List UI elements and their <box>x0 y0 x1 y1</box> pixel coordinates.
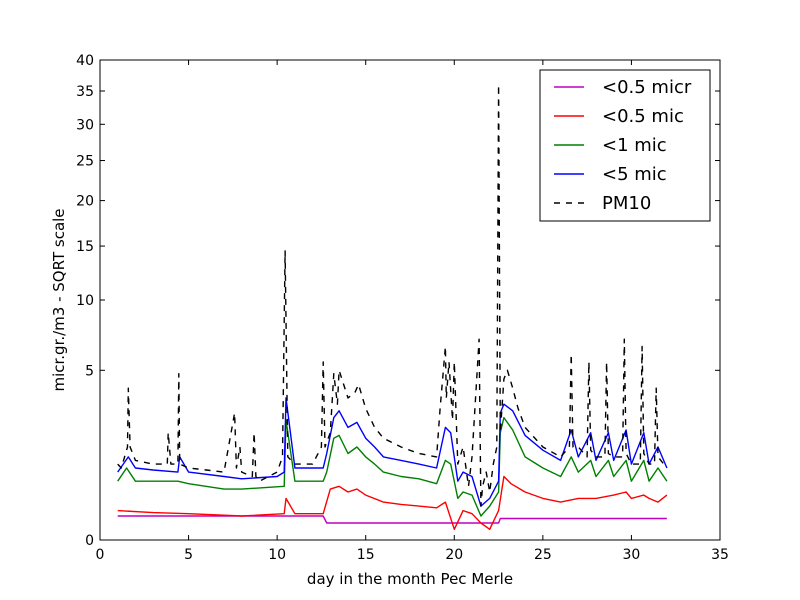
x-tick-label: 5 <box>184 547 193 563</box>
legend: <0.5 micr <0.5 mic <1 mic <5 mic PM10 <box>539 69 711 222</box>
x-tick-label: 15 <box>357 547 375 563</box>
y-tick-label: 20 <box>76 194 94 210</box>
y-axis: 0 5 10 15 20 25 30 35 40 <box>76 53 720 549</box>
series-line-1 <box>117 475 668 530</box>
legend-label: <0.5 micr <box>602 77 692 98</box>
x-axis: 0 5 10 15 20 25 30 35 <box>96 60 729 563</box>
series-line-4 <box>117 83 668 507</box>
legend-label: <5 mic <box>602 164 667 185</box>
y-tick-label: 5 <box>85 363 94 379</box>
y-axis-title: micr.gr./m3 - SQRT scale <box>50 208 68 391</box>
y-tick-label: 15 <box>76 239 94 255</box>
plot-area <box>117 83 668 530</box>
x-tick-label: 30 <box>623 547 641 563</box>
x-tick-label: 10 <box>268 547 286 563</box>
x-tick-label: 35 <box>711 547 729 563</box>
y-tick-label: 10 <box>76 293 94 309</box>
y-tick-label: 40 <box>76 53 94 69</box>
legend-label: <1 mic <box>602 135 667 156</box>
y-tick-label: 25 <box>76 154 94 170</box>
x-tick-label: 0 <box>96 547 105 563</box>
x-tick-label: 20 <box>445 547 463 563</box>
series-line-0 <box>117 515 667 524</box>
legend-label: PM10 <box>602 193 651 214</box>
y-tick-label: 35 <box>76 84 94 100</box>
y-tick-label: 30 <box>76 117 94 133</box>
x-tick-label: 25 <box>534 547 552 563</box>
y-tick-label: 0 <box>85 533 94 549</box>
series-line-3 <box>117 397 668 507</box>
series-layer <box>117 83 668 530</box>
series-line-2 <box>117 416 668 517</box>
x-axis-title: day in the month Pec Merle <box>307 570 513 588</box>
legend-label: <0.5 mic <box>602 106 684 127</box>
